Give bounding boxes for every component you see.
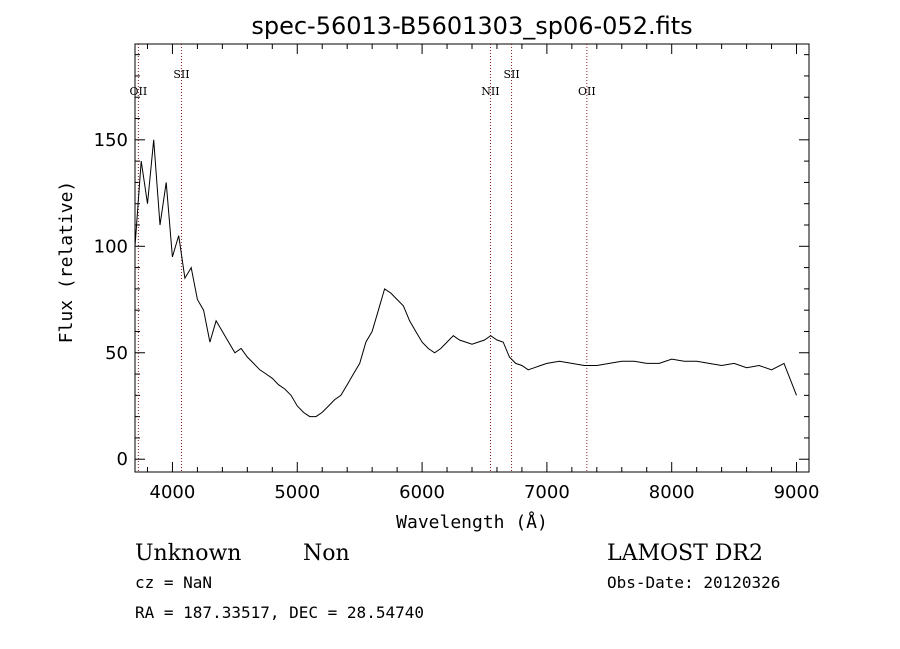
y-axis: 0 50 100 150 <box>94 54 809 470</box>
ra-dec: RA = 187.33517, DEC = 28.54740 <box>135 603 424 622</box>
redshift-cz: cz = NaN <box>135 573 212 592</box>
emission-line-markers: OII SII NII SII OII <box>130 44 596 472</box>
emission-line-label: NII <box>481 85 499 98</box>
y-tick-label: 0 <box>117 449 128 470</box>
x-tick-label: 7000 <box>524 482 570 503</box>
x-axis-label: Wavelength (Å) <box>396 511 548 533</box>
y-tick-label: 100 <box>94 236 128 257</box>
plot-frame <box>134 43 810 473</box>
emission-line-label: SII <box>173 68 189 81</box>
x-tick-label: 8000 <box>649 482 695 503</box>
spectrum-series-line <box>134 139 797 418</box>
object-class: Unknown <box>135 541 241 566</box>
obs-date: Obs-Date: 20120326 <box>607 573 780 592</box>
y-tick-label: 50 <box>105 343 128 364</box>
y-tick-label: 150 <box>94 130 128 151</box>
x-tick-label: 9000 <box>774 482 820 503</box>
emission-line-label: OII <box>130 85 148 98</box>
y-axis-label: Flux (relative) <box>56 181 77 344</box>
emission-line-label: OII <box>578 85 596 98</box>
x-tick-label: 5000 <box>274 482 320 503</box>
emission-line-label: SII <box>503 68 519 81</box>
x-axis: 4000 5000 6000 7000 8000 9000 <box>146 44 820 503</box>
survey-name: LAMOST DR2 <box>607 541 763 566</box>
chart-title: spec-56013-B5601303_sp06-052.fits <box>251 12 692 40</box>
x-tick-label: 6000 <box>399 482 445 503</box>
x-tick-label: 4000 <box>150 482 196 503</box>
object-subclass: Non <box>303 541 350 566</box>
